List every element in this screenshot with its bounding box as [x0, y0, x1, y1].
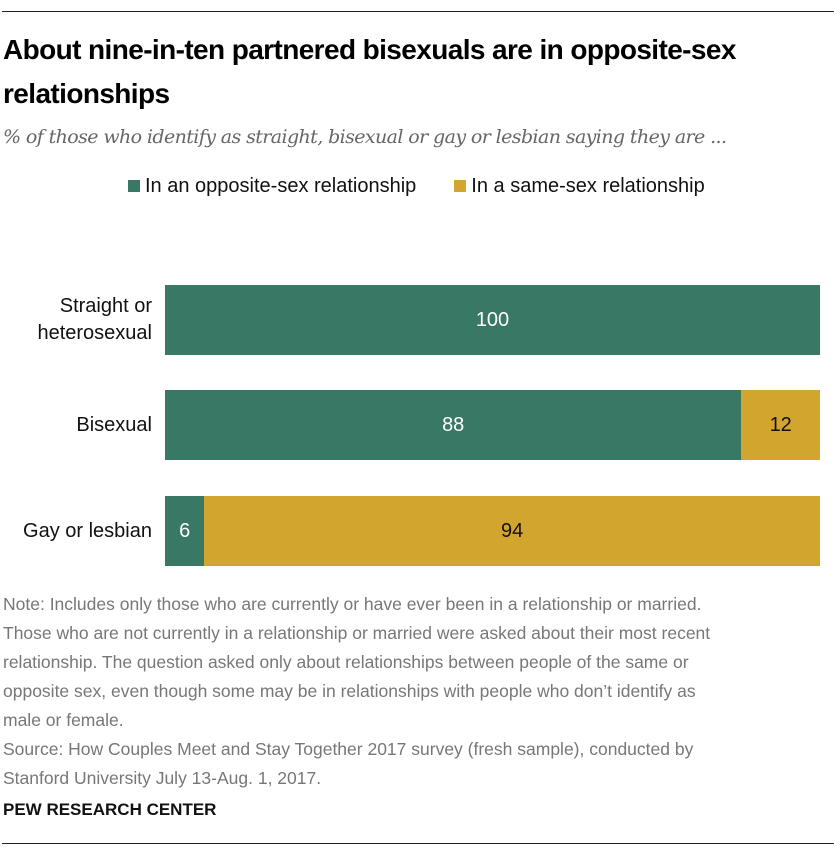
- chart-header: About nine-in-ten partnered bisexuals ar…: [3, 28, 833, 199]
- legend: In an opposite-sex relationship In a sam…: [128, 173, 833, 199]
- bar-segment: 94: [204, 496, 820, 566]
- bottom-rule: [2, 843, 834, 844]
- chart-title: About nine-in-ten partnered bisexuals ar…: [3, 34, 736, 109]
- notes: Note: Includes only those who are curren…: [3, 590, 833, 793]
- legend-label: In a same-sex relationship: [471, 175, 705, 197]
- note-line: Those who are not currently in a relatio…: [3, 623, 711, 643]
- source-line: Stanford University July 13-Aug. 1, 2017…: [3, 768, 322, 788]
- data-label: 6: [179, 519, 191, 542]
- data-label: 94: [501, 519, 524, 542]
- legend-item-same-sex: In a same-sex relationship: [454, 173, 705, 199]
- note-line: relationship. The question asked only ab…: [3, 652, 689, 672]
- bar-segment: 88: [165, 390, 742, 460]
- category-label: Gay or lesbian: [23, 519, 152, 542]
- legend-swatch: [454, 180, 467, 192]
- bar-segment: 6: [165, 496, 205, 566]
- bar-segment: 100: [165, 285, 820, 355]
- category-label: Straight or heterosexual: [37, 295, 152, 344]
- category-label: Bisexual: [76, 413, 152, 436]
- bar-segment: 12: [741, 390, 820, 460]
- bar-chart: Straight or heterosexual 100 Bisexual 88 12 G…: [23, 285, 820, 566]
- brand-logo-text: PEW RESEARCH CENTER: [3, 800, 217, 819]
- chart-subtitle: % of those who identify as straight, bis…: [3, 126, 727, 148]
- top-rule: [2, 11, 834, 12]
- legend-swatch: [128, 180, 140, 192]
- chart-footer: Note: Includes only those who are curren…: [3, 590, 833, 821]
- data-label: 12: [769, 413, 792, 436]
- note-line: Note: Includes only those who are curren…: [3, 594, 702, 614]
- data-label: 88: [442, 413, 465, 436]
- legend-item-opposite-sex: In an opposite-sex relationship: [128, 173, 416, 199]
- note-line: male or female.: [3, 710, 124, 730]
- note-line: opposite sex, even though some may be in…: [3, 681, 696, 701]
- data-label: 100: [475, 308, 510, 331]
- legend-label: In an opposite-sex relationship: [145, 175, 417, 197]
- source-line: Source: How Couples Meet and Stay Togeth…: [3, 739, 694, 759]
